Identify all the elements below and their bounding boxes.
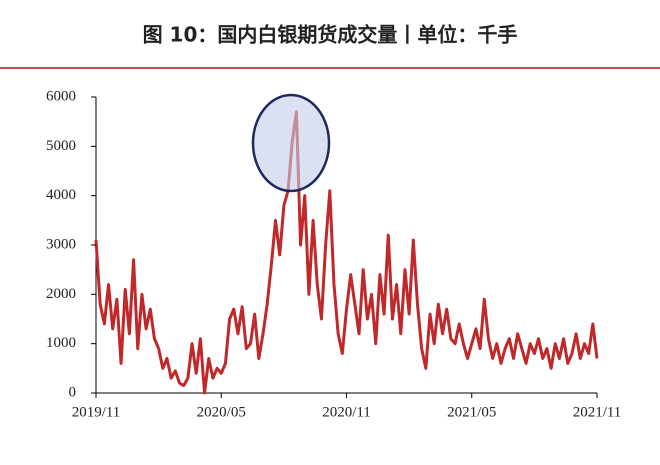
data-line <box>94 110 599 395</box>
y-tick-label: 5000 <box>46 138 76 154</box>
plot-area <box>94 110 599 395</box>
chart-title: 图 10：国内白银期货成交量丨单位：千手 <box>143 23 518 47</box>
y-tick-label: 6000 <box>46 88 76 104</box>
x-tick-label: 2019/11 <box>72 404 121 420</box>
x-tick-label: 2020/11 <box>322 404 371 420</box>
highlight-ellipse <box>251 93 331 193</box>
x-tick-label: 2020/05 <box>197 404 246 420</box>
y-tick-label: 2000 <box>46 286 76 302</box>
y-tick-label: 4000 <box>46 187 76 203</box>
y-tick-label: 0 <box>69 384 77 400</box>
x-tick-label: 2021/05 <box>447 404 496 420</box>
x-tick-label: 2021/11 <box>573 404 622 420</box>
y-tick-label: 3000 <box>46 236 76 252</box>
y-tick-label: 1000 <box>46 335 76 351</box>
